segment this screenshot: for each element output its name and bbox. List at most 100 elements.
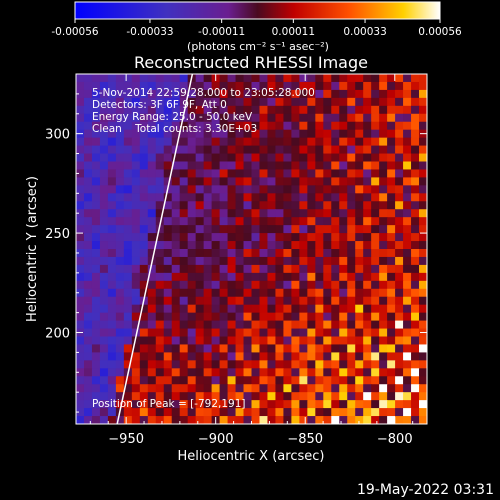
heatmap-cell [347,233,356,242]
heatmap-cell [163,280,173,290]
heatmap-cell [115,105,125,115]
heatmap-cell [179,336,189,346]
heatmap-cell [323,272,332,282]
heatmap-cell [411,89,420,99]
heatmap-cell [363,280,372,290]
heatmap-cell [83,225,93,234]
colorbar-tick-label: 0.00033 [343,26,386,38]
heatmap-cell [211,392,221,401]
heatmap-cell [315,280,324,290]
heatmap-cell [187,360,197,369]
heatmap-cell [291,416,300,424]
heatmap-cell [83,105,93,115]
heatmap-cell [219,113,229,123]
heatmap-cell [203,416,213,424]
heatmap-cell [203,129,213,139]
heatmap-cell [339,272,348,282]
heatmap-cell [76,145,85,155]
heatmap-cell [235,280,245,290]
heatmap-cell [331,241,340,250]
heatmap-cell [179,400,189,409]
heatmap-cell [339,304,348,314]
heatmap-cell [195,121,205,131]
heatmap-cell [299,320,308,330]
heatmap-cell [347,400,356,409]
heatmap-cell [195,129,205,139]
heatmap-cell [419,304,427,314]
heatmap-cell [291,264,300,274]
heatmap-cell [403,408,412,417]
heatmap-cell [331,288,340,298]
heatmap-cell [115,392,125,401]
heatmap-cell [83,384,93,393]
heatmap-cell [331,280,340,290]
heatmap-cell [267,161,277,171]
heatmap-cell [387,145,396,155]
heatmap-cell [347,360,356,369]
heatmap-cell [83,97,93,107]
heatmap-cell [115,225,125,234]
heatmap-cell [371,161,380,171]
heatmap-cell [259,336,269,346]
heatmap-cell [227,241,237,250]
heatmap-cell [355,296,364,306]
heatmap-cell [299,416,308,424]
heatmap-cell [139,328,149,338]
heatmap-cell [363,328,372,338]
heatmap-cell [187,193,197,202]
heatmap-cell [339,225,348,234]
heatmap-cell [187,169,197,178]
heatmap-cell [315,416,324,424]
heatmap-cell [227,296,237,306]
heatmap-cell [131,169,141,178]
heatmap-cell [411,153,420,163]
heatmap-cell [411,296,420,306]
heatmap-cell [331,304,340,314]
heatmap-cell [347,336,356,346]
heatmap-cell [363,217,372,226]
heatmap-cell [299,352,308,361]
heatmap-cell [291,153,300,163]
heatmap-cell [259,177,269,186]
heatmap-cell [355,408,364,417]
heatmap-cell [203,81,213,91]
heatmap-cell [379,336,388,346]
heatmap-cell [259,97,269,107]
heatmap-cell [179,360,189,369]
heatmap-cell [155,400,165,409]
heatmap-cell [147,368,157,377]
heatmap-cell [83,185,93,194]
heatmap-cell [76,89,85,99]
heatmap-cell [211,249,221,258]
heatmap-cell [123,121,133,131]
heatmap-cell [219,225,229,234]
heatmap-cell [283,201,292,210]
heatmap-cell [371,400,380,409]
heatmap-cell [163,177,173,186]
heatmap-cell [187,328,197,338]
heatmap-cell [76,344,85,353]
heatmap-cell [91,169,101,178]
heatmap-cell [275,384,285,393]
heatmap-cell [99,89,109,99]
heatmap-cell [379,137,388,147]
heatmap-cell [323,360,332,369]
heatmap-cell [131,153,141,163]
heatmap-cell [299,185,308,194]
heatmap-cell [147,249,157,258]
heatmap-cell [147,352,157,361]
heatmap-cell [347,137,356,147]
heatmap-cell [76,209,85,218]
heatmap-cell [347,408,356,417]
heatmap-cell [131,296,141,306]
heatmap-cell [107,201,117,210]
heatmap-cell [363,153,372,163]
heatmap-cell [76,320,85,330]
heatmap-cell [243,408,253,417]
heatmap-cell [195,241,205,250]
heatmap-cell [299,193,308,202]
heatmap-cell [187,280,197,290]
heatmap-cell [83,408,93,417]
heatmap-cell [387,320,396,330]
heatmap-cell [227,209,237,218]
